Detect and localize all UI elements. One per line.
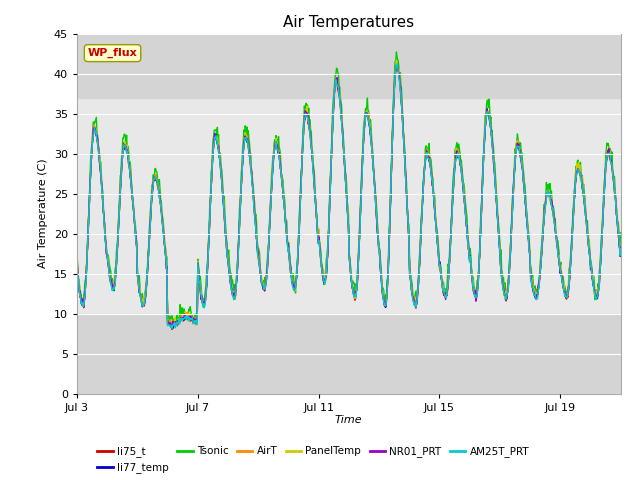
Bar <box>77 34 621 97</box>
Bar <box>77 313 621 394</box>
Legend: li75_t, li77_temp, Tsonic, AirT, PanelTemp, NR01_PRT, AM25T_PRT: li75_t, li77_temp, Tsonic, AirT, PanelTe… <box>93 442 533 478</box>
Title: Air Temperatures: Air Temperatures <box>284 15 414 30</box>
Text: WP_flux: WP_flux <box>88 48 138 58</box>
Y-axis label: Air Temperature (C): Air Temperature (C) <box>38 159 48 268</box>
X-axis label: Time: Time <box>335 415 363 425</box>
